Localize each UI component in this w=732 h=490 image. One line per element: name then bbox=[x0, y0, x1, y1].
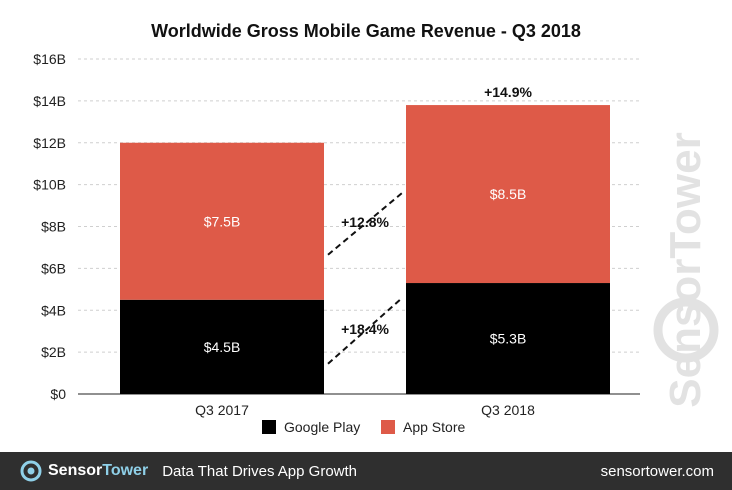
google-play-growth-label: +18.4% bbox=[341, 321, 389, 337]
y-tick-label: $4B bbox=[41, 302, 66, 318]
footer-brand[interactable]: SensorTower bbox=[20, 460, 148, 482]
sensortower-logo-icon bbox=[20, 460, 42, 482]
footer-brand-sensor: Sensor bbox=[48, 462, 103, 479]
footer-tagline: Data That Drives App Growth bbox=[162, 462, 357, 480]
bar-value-label: $5.3B bbox=[490, 331, 527, 347]
chart-title: Worldwide Gross Mobile Game Revenue - Q3… bbox=[151, 21, 581, 41]
app-store-growth-label: +12.8% bbox=[341, 214, 389, 230]
google-play-growth-connector bbox=[327, 297, 403, 365]
y-tick-label: $16B bbox=[33, 51, 66, 67]
y-tick-label: $8B bbox=[41, 219, 66, 235]
total-growth-label: +14.9% bbox=[484, 84, 532, 100]
watermark-group: SensorTower bbox=[653, 132, 719, 408]
x-tick-label: Q3 2018 bbox=[481, 402, 535, 418]
footer-bar: SensorTower Data That Drives App Growth … bbox=[0, 452, 732, 490]
chart: SensorTower Worldwide Gross Mobile Game … bbox=[33, 21, 719, 435]
x-tick-label: Q3 2017 bbox=[195, 402, 249, 418]
watermark-text: SensorTower bbox=[661, 132, 710, 407]
bar-value-label: $4.5B bbox=[204, 339, 241, 355]
legend-swatch-app-store bbox=[381, 420, 395, 434]
bars: $4.5B $7.5B $5.3B $8.5B bbox=[120, 105, 610, 394]
y-tick-label: $12B bbox=[33, 135, 66, 151]
bar-app-store bbox=[406, 105, 610, 284]
legend-swatch-google-play bbox=[262, 420, 276, 434]
watermark-logo-icon bbox=[653, 297, 719, 363]
app-store-growth-connector bbox=[327, 192, 403, 256]
footer-site-link[interactable]: sensortower.com bbox=[600, 462, 714, 480]
growth-annotations: +18.4% +12.8% +14.9% bbox=[327, 84, 532, 365]
y-tick-label: $2B bbox=[41, 344, 66, 360]
y-tick-label: $0 bbox=[50, 386, 66, 402]
y-axis-ticks: $0 $2B $4B $6B $8B $10B $12B $14B $16B bbox=[33, 51, 66, 402]
legend-label: App Store bbox=[403, 419, 465, 435]
bar-app-store bbox=[120, 142, 324, 300]
bar-google-play bbox=[406, 283, 610, 394]
legend: Google Play App Store bbox=[262, 419, 465, 435]
bar-google-play bbox=[120, 299, 324, 394]
footer-brand-name: SensorTower bbox=[48, 462, 148, 480]
y-tick-label: $10B bbox=[33, 177, 66, 193]
bar-value-label: $8.5B bbox=[490, 186, 527, 202]
y-tick-label: $14B bbox=[33, 93, 66, 109]
legend-label: Google Play bbox=[284, 419, 360, 435]
x-axis-ticks: Q3 2017 Q3 2018 bbox=[195, 402, 535, 418]
bar-value-label: $7.5B bbox=[204, 213, 241, 229]
y-tick-label: $6B bbox=[41, 260, 66, 276]
footer-brand-tower: Tower bbox=[102, 462, 149, 479]
